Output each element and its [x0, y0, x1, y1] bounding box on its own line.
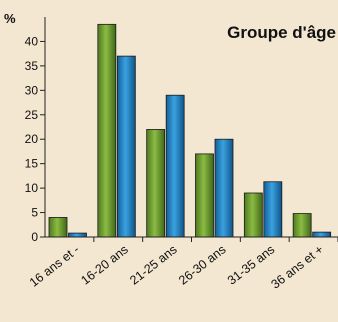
y-tick-label: 20: [25, 132, 39, 146]
y-axis: 0 5 10 15 20 25 30 35 40: [25, 17, 46, 244]
bar-series-1: [243, 192, 263, 238]
bars: [48, 23, 332, 238]
bar-series-2: [68, 232, 87, 238]
y-tick-label: 0: [31, 230, 38, 244]
y-tick-label: 5: [31, 206, 38, 220]
y-tick-label: 25: [25, 108, 39, 122]
bar-series-1: [195, 153, 214, 238]
x-category-label: 16 ans et -: [27, 242, 82, 289]
bar-series-1: [146, 129, 166, 238]
y-tick-label: 40: [25, 34, 39, 48]
bar-series-1: [48, 217, 68, 238]
chart-title: Groupe d'âge: [227, 23, 336, 42]
y-tick-label: 15: [25, 157, 39, 171]
bar-series-1: [97, 23, 117, 238]
bar-series-2: [165, 94, 185, 238]
x-category-label: 36 ans et +: [269, 242, 327, 291]
x-category-label: 26-30 ans: [176, 242, 228, 287]
bar-series-2: [214, 138, 234, 238]
x-category-label: 21-25 ans: [127, 242, 179, 287]
y-tick-label: 35: [25, 59, 39, 73]
bar-series-1: [292, 213, 312, 238]
y-axis-unit-label: %: [4, 11, 16, 26]
x-category-label: 16-20 ans: [78, 242, 130, 287]
y-tick-label: 30: [25, 83, 39, 97]
bar-series-2: [312, 231, 332, 238]
y-tick-label: 10: [25, 181, 39, 195]
bar-series-2: [116, 55, 136, 238]
bar-series-2: [263, 181, 283, 238]
